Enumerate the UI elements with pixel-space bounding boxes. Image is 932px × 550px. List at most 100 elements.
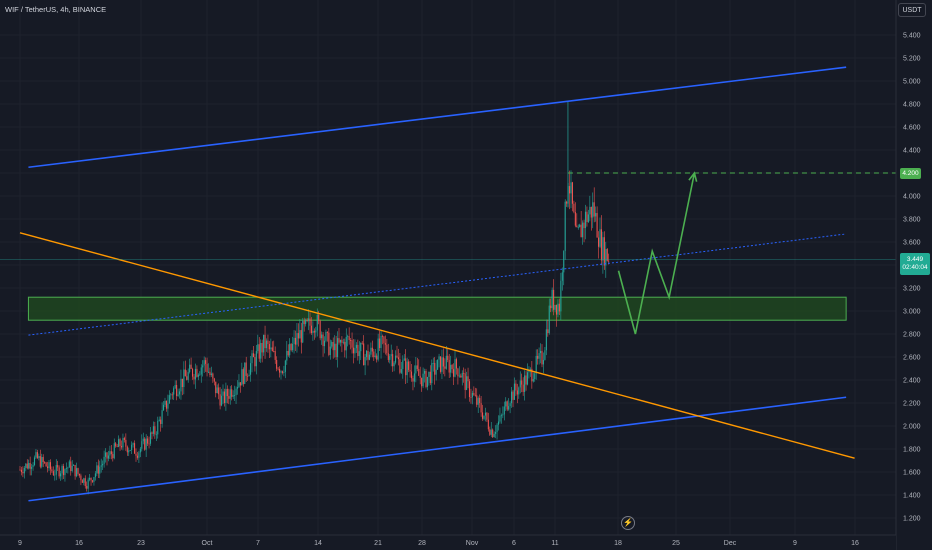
candle-body [538, 353, 540, 359]
candle-body [402, 360, 404, 370]
candle-body [226, 388, 228, 397]
candle-body [202, 365, 204, 368]
candle-body [358, 351, 360, 357]
candle-body [244, 362, 246, 384]
candle-body [400, 369, 402, 373]
candle-body [287, 350, 289, 356]
candle-body [186, 376, 188, 380]
candle-body [442, 357, 444, 367]
candle-body [331, 341, 333, 347]
candle-body [58, 467, 60, 477]
candle-body [396, 355, 398, 358]
candle-body [490, 429, 492, 435]
candle-body [379, 338, 381, 348]
candle-body [62, 466, 65, 476]
time-tick-label: 9 [793, 540, 797, 547]
time-axis[interactable]: 9 16 23 Oct 7 14 21 28 Nov 6 11 18 25 Dec 9 16 [0, 534, 896, 550]
candle-body [573, 203, 575, 213]
candle-body [189, 364, 191, 373]
lower-channel-line [28, 396, 847, 502]
candle-body [49, 462, 51, 470]
candle-body [383, 336, 385, 344]
demand-zone-layer [27, 296, 847, 321]
candle-body [300, 330, 302, 343]
candle-body [526, 372, 529, 385]
candle-body [129, 450, 131, 451]
candle-body [489, 429, 491, 435]
candle-body [576, 225, 578, 228]
currency-button[interactable]: USDT [898, 3, 926, 17]
candle-body [267, 340, 269, 345]
candle-body [97, 465, 99, 474]
candle-body [284, 360, 286, 372]
candle-body [228, 396, 230, 399]
candle-body [421, 377, 423, 387]
candle-body [184, 369, 186, 377]
time-tick-label: 9 [18, 540, 22, 547]
candle-body [206, 363, 208, 373]
candle-body [106, 452, 108, 459]
candle-body [547, 329, 549, 334]
candle-body [425, 370, 427, 387]
lightning-icon[interactable]: ⚡ [621, 516, 635, 530]
drawing-layer [0, 66, 896, 502]
candle-body [600, 229, 602, 261]
candle-body [212, 373, 214, 379]
candle-body [318, 314, 320, 321]
candle-body [52, 471, 54, 476]
candle-body [337, 338, 339, 358]
candle-body [529, 368, 531, 370]
candle-body [422, 373, 424, 387]
candle-body [357, 344, 359, 357]
candle-body [598, 237, 600, 247]
candle-body [187, 372, 189, 380]
candle-body [203, 360, 205, 366]
candle-body [148, 443, 150, 445]
candle-body [71, 465, 73, 472]
candle-body [122, 438, 124, 448]
candle-body [376, 355, 378, 360]
candle-body [174, 384, 176, 389]
candle-body [170, 394, 172, 396]
candle-body [45, 462, 47, 467]
candle-body [455, 359, 457, 369]
candle-body [511, 391, 513, 404]
candle-body [213, 378, 215, 382]
candle-body [316, 314, 318, 331]
candle-body [28, 462, 30, 469]
candle-body [70, 461, 72, 472]
candle-body [408, 361, 410, 370]
candle-body [323, 340, 326, 347]
candle-body [35, 452, 37, 458]
candle-body [437, 359, 439, 370]
candle-body [439, 356, 442, 372]
candle-body [492, 429, 494, 438]
candle-body [303, 320, 305, 325]
dotted-trendline [28, 233, 847, 336]
candle-body [592, 202, 594, 218]
candle-body [368, 354, 370, 360]
candle-body [100, 465, 102, 467]
candle-body [392, 354, 394, 367]
candle-body [354, 348, 356, 354]
candle-body [149, 432, 152, 444]
time-tick-label: 23 [137, 540, 145, 547]
descending-trendline [19, 232, 855, 459]
price-tick-label: 4.400 [903, 148, 921, 155]
candle-body [540, 350, 542, 354]
candle-body [123, 438, 125, 440]
candle-body [367, 351, 369, 360]
candle-body [83, 478, 85, 483]
candle-body [579, 224, 581, 228]
candle-body [477, 398, 479, 405]
candle-body [415, 365, 417, 374]
candle-body [502, 414, 504, 416]
candle-body [84, 478, 86, 487]
candle-body [145, 438, 147, 450]
candle-body [225, 388, 227, 403]
candle-body [467, 376, 469, 382]
candle-body [344, 341, 346, 351]
target-price-badge: 4.200 [900, 167, 921, 179]
target-price-label: 4.200 [902, 169, 919, 177]
